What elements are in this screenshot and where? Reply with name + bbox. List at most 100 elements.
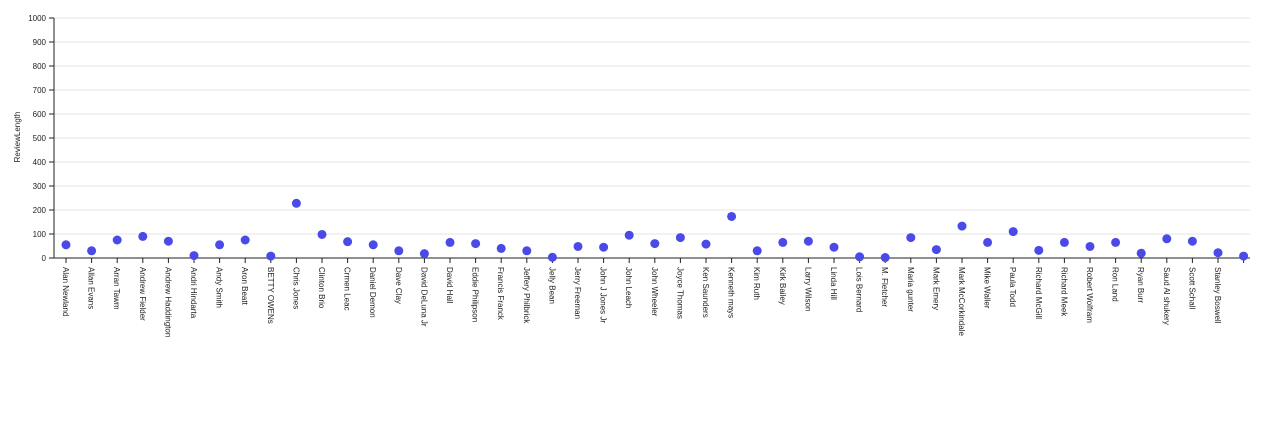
data-point[interactable] (445, 237, 455, 247)
data-point[interactable] (983, 237, 993, 247)
y-tick-label: 400 (33, 158, 47, 167)
data-point[interactable] (1239, 251, 1249, 261)
x-tick-label: Maria gunter (906, 267, 915, 312)
x-tick-label: Aron Beatt (240, 267, 249, 306)
data-point[interactable] (291, 198, 301, 208)
y-tick-label: 800 (33, 62, 47, 71)
data-point[interactable] (368, 240, 378, 250)
data-point[interactable] (1059, 237, 1069, 247)
x-tick-label: Scott Schall (1187, 267, 1196, 309)
data-point[interactable] (957, 221, 967, 231)
data-point[interactable] (522, 246, 532, 256)
x-tick-label: Andri Hindarta (189, 267, 198, 319)
data-point[interactable] (829, 242, 839, 252)
data-point[interactable] (880, 253, 890, 263)
x-tick-label: Ken Saunders (701, 267, 710, 318)
y-axis: 0 100 200 300 400 500 600 700 800 900 1000 (28, 14, 55, 263)
x-tick-label: Ron Land (1111, 267, 1120, 302)
x-tick-label: Arran Tawm (112, 267, 121, 310)
x-tick-label: Eddie Philipson (471, 267, 480, 322)
y-tick-label: 500 (33, 134, 47, 143)
data-point[interactable] (547, 252, 557, 262)
x-tick-label: Linda Hill (829, 267, 838, 300)
x-tick-label: Chris Jones (291, 267, 300, 309)
y-tick-label: 900 (33, 38, 47, 47)
data-point[interactable] (317, 229, 327, 239)
data-points (61, 198, 1249, 263)
x-tick-label: Jeffery Philbrick (522, 267, 531, 324)
data-point[interactable] (650, 239, 660, 249)
x-tick-label: Clinton Brio (317, 267, 326, 309)
data-point[interactable] (906, 233, 916, 243)
data-point[interactable] (855, 252, 865, 262)
x-tick-label: Ryan Burr (1136, 267, 1145, 303)
data-point[interactable] (931, 245, 941, 255)
x-tick-label: Larry Wilson (803, 267, 812, 311)
x-tick-label: Mike Waller (983, 267, 992, 309)
data-point[interactable] (778, 237, 788, 247)
x-tick-label: John Wheeler (650, 267, 659, 317)
data-point[interactable] (138, 231, 148, 241)
x-tick-label: Mark McCorkindale (957, 267, 966, 336)
data-point[interactable] (343, 237, 353, 247)
data-point[interactable] (1085, 241, 1095, 251)
x-tick-label: Allan Evans (87, 267, 96, 309)
data-point[interactable] (624, 230, 634, 240)
data-point[interactable] (240, 235, 250, 245)
data-point[interactable] (1187, 236, 1197, 246)
x-tick-label: M. Fletcher (880, 267, 889, 307)
y-axis-label: ReviewLength (13, 112, 22, 163)
data-point[interactable] (1136, 248, 1146, 258)
x-tick-label: Francis Franck (496, 267, 505, 321)
data-point[interactable] (752, 246, 762, 256)
data-point[interactable] (675, 233, 685, 243)
x-tick-label: Daniel Demon (368, 267, 377, 318)
data-point[interactable] (112, 235, 122, 245)
gridlines (54, 17, 1250, 259)
data-point[interactable] (215, 240, 225, 250)
y-tick-label: 300 (33, 182, 47, 191)
data-point[interactable] (87, 246, 97, 256)
x-tick-label: Andy Smith (215, 267, 224, 308)
x-tick-label: John J Jones Jr (599, 267, 608, 323)
y-tick-label: 1000 (28, 14, 46, 23)
x-tick-label: Crmen Leac (343, 267, 352, 311)
x-tick-label: Richard McGill (1034, 267, 1043, 319)
x-tick-label: Paula Todd (1008, 267, 1017, 307)
y-tick-label: 100 (33, 230, 47, 239)
data-point[interactable] (61, 240, 71, 250)
data-point[interactable] (727, 211, 737, 221)
x-tick-label: Jerry Freeman (573, 267, 582, 319)
data-point[interactable] (599, 242, 609, 252)
x-tick-label: Saud Al shukery (1162, 267, 1171, 325)
data-point[interactable] (394, 246, 404, 256)
data-point[interactable] (701, 239, 711, 249)
x-tick-label: Kim Ruth (752, 267, 761, 300)
data-point[interactable] (163, 236, 173, 246)
x-tick-label: Robert Wolfram (1085, 267, 1094, 323)
data-point[interactable] (573, 241, 583, 251)
data-point[interactable] (1162, 234, 1172, 244)
x-tick-label: Andrew Haddington (163, 267, 172, 337)
data-point[interactable] (1008, 227, 1018, 237)
data-point[interactable] (189, 251, 199, 261)
data-point[interactable] (1034, 245, 1044, 255)
data-point[interactable] (266, 251, 276, 261)
x-tick-label: Richard Meek (1059, 267, 1068, 317)
x-tick-label: Mark Emery (931, 267, 940, 310)
x-tick-label: Jelly Bean (547, 267, 556, 304)
x-tick-label: Joyce Thomas (675, 267, 684, 319)
data-point[interactable] (496, 243, 506, 253)
data-point[interactable] (419, 249, 429, 259)
y-tick-label: 600 (33, 110, 47, 119)
data-point[interactable] (1213, 248, 1223, 258)
x-tick-label: David DeLuna Jr (419, 267, 428, 327)
x-tick-label: Dave Clay (394, 267, 403, 304)
data-point[interactable] (1111, 237, 1121, 247)
x-tick-label: Lois Bernard (855, 267, 864, 312)
data-point[interactable] (471, 239, 481, 249)
data-point[interactable] (803, 236, 813, 246)
x-tick-label: Stanley Boswell (1213, 267, 1222, 324)
x-tick-label: BETTY OWENs (266, 267, 275, 324)
